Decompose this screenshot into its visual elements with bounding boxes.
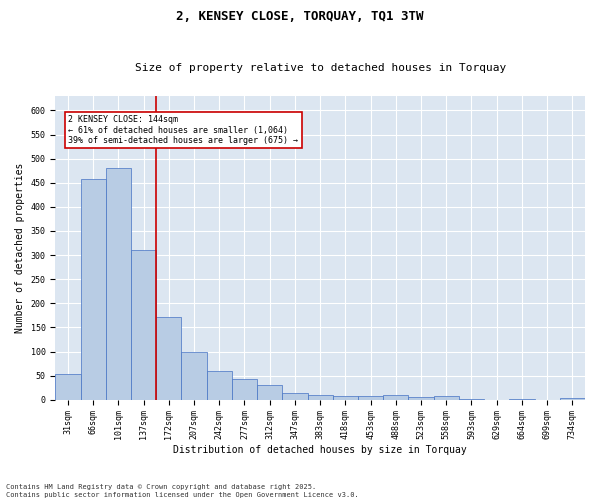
Bar	[459, 399, 484, 400]
Title: Size of property relative to detached houses in Torquay: Size of property relative to detached ho…	[134, 63, 506, 73]
Bar	[257, 386, 283, 400]
Bar	[80, 180, 106, 400]
Bar	[206, 372, 232, 400]
Bar	[181, 352, 206, 400]
Text: 2, KENSEY CLOSE, TORQUAY, TQ1 3TW: 2, KENSEY CLOSE, TORQUAY, TQ1 3TW	[176, 10, 424, 23]
Bar	[232, 378, 257, 400]
Bar	[308, 396, 333, 400]
Bar	[55, 374, 80, 400]
Y-axis label: Number of detached properties: Number of detached properties	[15, 162, 25, 333]
Bar	[383, 396, 409, 400]
Bar	[409, 397, 434, 400]
Bar	[131, 250, 156, 400]
Bar	[106, 168, 131, 400]
Bar	[156, 317, 181, 400]
Text: 2 KENSEY CLOSE: 144sqm
← 61% of detached houses are smaller (1,064)
39% of semi-: 2 KENSEY CLOSE: 144sqm ← 61% of detached…	[68, 116, 298, 145]
X-axis label: Distribution of detached houses by size in Torquay: Distribution of detached houses by size …	[173, 445, 467, 455]
Bar	[434, 396, 459, 400]
Text: Contains HM Land Registry data © Crown copyright and database right 2025.
Contai: Contains HM Land Registry data © Crown c…	[6, 484, 359, 498]
Bar	[560, 398, 585, 400]
Bar	[283, 393, 308, 400]
Bar	[358, 396, 383, 400]
Bar	[333, 396, 358, 400]
